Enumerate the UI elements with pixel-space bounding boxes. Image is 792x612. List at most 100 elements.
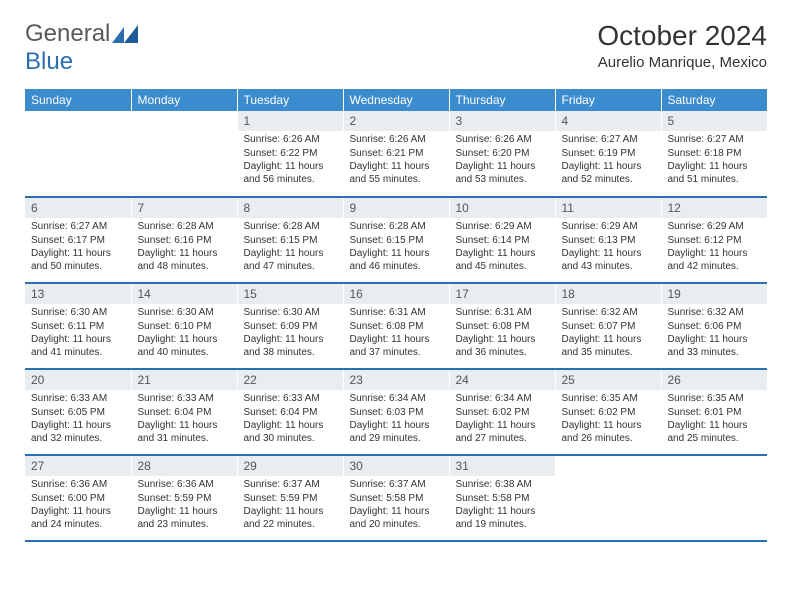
daylight-line: Daylight: 11 hours and 32 minutes. [31, 420, 125, 445]
sunrise-line: Sunrise: 6:34 AM [350, 393, 443, 406]
day-body: Sunrise: 6:28 AMSunset: 6:16 PMDaylight:… [132, 218, 237, 278]
day-number: 6 [25, 198, 131, 218]
daylight-line: Daylight: 11 hours and 45 minutes. [456, 248, 549, 273]
calendar-cell: 24Sunrise: 6:34 AMSunset: 6:02 PMDayligh… [449, 369, 555, 455]
sunset-line: Sunset: 6:13 PM [562, 235, 655, 248]
calendar-cell: 19Sunrise: 6:32 AMSunset: 6:06 PMDayligh… [661, 283, 767, 369]
calendar-cell: 8Sunrise: 6:28 AMSunset: 6:15 PMDaylight… [237, 197, 343, 283]
daylight-line: Daylight: 11 hours and 55 minutes. [350, 161, 443, 186]
sunset-line: Sunset: 5:58 PM [456, 493, 549, 506]
day-number: 30 [344, 456, 449, 476]
day-body: Sunrise: 6:34 AMSunset: 6:02 PMDaylight:… [450, 390, 555, 450]
sunrise-line: Sunrise: 6:27 AM [668, 134, 762, 147]
sunset-line: Sunset: 6:04 PM [138, 407, 231, 420]
day-body: Sunrise: 6:30 AMSunset: 6:09 PMDaylight:… [238, 304, 343, 364]
sunrise-line: Sunrise: 6:36 AM [31, 479, 125, 492]
day-body: Sunrise: 6:26 AMSunset: 6:20 PMDaylight:… [450, 131, 555, 191]
day-body: Sunrise: 6:26 AMSunset: 6:22 PMDaylight:… [238, 131, 343, 191]
sunset-line: Sunset: 6:11 PM [31, 321, 125, 334]
daylight-line: Daylight: 11 hours and 41 minutes. [31, 334, 125, 359]
sunset-line: Sunset: 6:02 PM [562, 407, 655, 420]
sunset-line: Sunset: 6:01 PM [668, 407, 762, 420]
day-body: Sunrise: 6:33 AMSunset: 6:04 PMDaylight:… [238, 390, 343, 450]
day-number: 10 [450, 198, 555, 218]
sunrise-line: Sunrise: 6:27 AM [562, 134, 655, 147]
sunset-line: Sunset: 6:17 PM [31, 235, 125, 248]
sunset-line: Sunset: 6:04 PM [244, 407, 337, 420]
sunset-line: Sunset: 6:08 PM [456, 321, 549, 334]
daylight-line: Daylight: 11 hours and 29 minutes. [350, 420, 443, 445]
calendar-cell: 10Sunrise: 6:29 AMSunset: 6:14 PMDayligh… [449, 197, 555, 283]
day-number: 1 [238, 111, 343, 131]
calendar-cell: 9Sunrise: 6:28 AMSunset: 6:15 PMDaylight… [343, 197, 449, 283]
calendar-week: 13Sunrise: 6:30 AMSunset: 6:11 PMDayligh… [25, 283, 767, 369]
calendar-cell: 14Sunrise: 6:30 AMSunset: 6:10 PMDayligh… [131, 283, 237, 369]
sunset-line: Sunset: 6:00 PM [31, 493, 125, 506]
sunrise-line: Sunrise: 6:37 AM [350, 479, 443, 492]
sunrise-line: Sunrise: 6:31 AM [350, 307, 443, 320]
day-number: 15 [238, 284, 343, 304]
title-block: October 2024 Aurelio Manrique, Mexico [597, 20, 767, 71]
sunset-line: Sunset: 6:14 PM [456, 235, 549, 248]
sunset-line: Sunset: 5:58 PM [350, 493, 443, 506]
sunrise-line: Sunrise: 6:36 AM [138, 479, 231, 492]
calendar-cell: 22Sunrise: 6:33 AMSunset: 6:04 PMDayligh… [237, 369, 343, 455]
day-body: Sunrise: 6:37 AMSunset: 5:59 PMDaylight:… [238, 476, 343, 536]
calendar-cell: 13Sunrise: 6:30 AMSunset: 6:11 PMDayligh… [25, 283, 131, 369]
day-header: Thursday [449, 89, 555, 111]
day-body: Sunrise: 6:31 AMSunset: 6:08 PMDaylight:… [450, 304, 555, 364]
daylight-line: Daylight: 11 hours and 26 minutes. [562, 420, 655, 445]
sunset-line: Sunset: 6:16 PM [138, 235, 231, 248]
header-row: SundayMondayTuesdayWednesdayThursdayFrid… [25, 89, 767, 111]
day-number: 3 [450, 111, 555, 131]
day-header: Saturday [661, 89, 767, 111]
calendar-week: 20Sunrise: 6:33 AMSunset: 6:05 PMDayligh… [25, 369, 767, 455]
day-number: 11 [556, 198, 661, 218]
logo-mark-icon [112, 25, 138, 43]
sunset-line: Sunset: 6:15 PM [244, 235, 337, 248]
sunset-line: Sunset: 6:21 PM [350, 148, 443, 161]
day-number: 22 [238, 370, 343, 390]
calendar-cell: 26Sunrise: 6:35 AMSunset: 6:01 PMDayligh… [661, 369, 767, 455]
calendar-week: 1Sunrise: 6:26 AMSunset: 6:22 PMDaylight… [25, 111, 767, 197]
day-number: 23 [344, 370, 449, 390]
sunrise-line: Sunrise: 6:30 AM [138, 307, 231, 320]
sunrise-line: Sunrise: 6:31 AM [456, 307, 549, 320]
calendar-cell [661, 455, 767, 541]
calendar-cell: 30Sunrise: 6:37 AMSunset: 5:58 PMDayligh… [343, 455, 449, 541]
day-body: Sunrise: 6:37 AMSunset: 5:58 PMDaylight:… [344, 476, 449, 536]
calendar-cell: 18Sunrise: 6:32 AMSunset: 6:07 PMDayligh… [555, 283, 661, 369]
day-number: 28 [132, 456, 237, 476]
day-body: Sunrise: 6:30 AMSunset: 6:11 PMDaylight:… [25, 304, 131, 364]
day-body: Sunrise: 6:36 AMSunset: 5:59 PMDaylight:… [132, 476, 237, 536]
daylight-line: Daylight: 11 hours and 24 minutes. [31, 506, 125, 531]
day-header: Friday [555, 89, 661, 111]
sunrise-line: Sunrise: 6:28 AM [244, 221, 337, 234]
daylight-line: Daylight: 11 hours and 19 minutes. [456, 506, 549, 531]
daylight-line: Daylight: 11 hours and 42 minutes. [668, 248, 762, 273]
sunrise-line: Sunrise: 6:26 AM [456, 134, 549, 147]
calendar-table: SundayMondayTuesdayWednesdayThursdayFrid… [25, 89, 767, 542]
sunset-line: Sunset: 6:22 PM [244, 148, 337, 161]
day-body: Sunrise: 6:31 AMSunset: 6:08 PMDaylight:… [344, 304, 449, 364]
daylight-line: Daylight: 11 hours and 35 minutes. [562, 334, 655, 359]
day-number: 25 [556, 370, 661, 390]
day-number: 29 [238, 456, 343, 476]
sunset-line: Sunset: 5:59 PM [138, 493, 231, 506]
daylight-line: Daylight: 11 hours and 53 minutes. [456, 161, 549, 186]
day-body: Sunrise: 6:26 AMSunset: 6:21 PMDaylight:… [344, 131, 449, 191]
sunrise-line: Sunrise: 6:28 AM [138, 221, 231, 234]
day-number: 17 [450, 284, 555, 304]
logo-text-2: Blue [25, 48, 73, 76]
day-number: 14 [132, 284, 237, 304]
calendar-cell: 4Sunrise: 6:27 AMSunset: 6:19 PMDaylight… [555, 111, 661, 197]
daylight-line: Daylight: 11 hours and 30 minutes. [244, 420, 337, 445]
location: Aurelio Manrique, Mexico [597, 54, 767, 71]
sunrise-line: Sunrise: 6:32 AM [668, 307, 762, 320]
sunset-line: Sunset: 6:06 PM [668, 321, 762, 334]
calendar-cell: 23Sunrise: 6:34 AMSunset: 6:03 PMDayligh… [343, 369, 449, 455]
day-body: Sunrise: 6:36 AMSunset: 6:00 PMDaylight:… [25, 476, 131, 536]
day-number: 31 [450, 456, 555, 476]
day-body: Sunrise: 6:33 AMSunset: 6:04 PMDaylight:… [132, 390, 237, 450]
sunset-line: Sunset: 6:07 PM [562, 321, 655, 334]
